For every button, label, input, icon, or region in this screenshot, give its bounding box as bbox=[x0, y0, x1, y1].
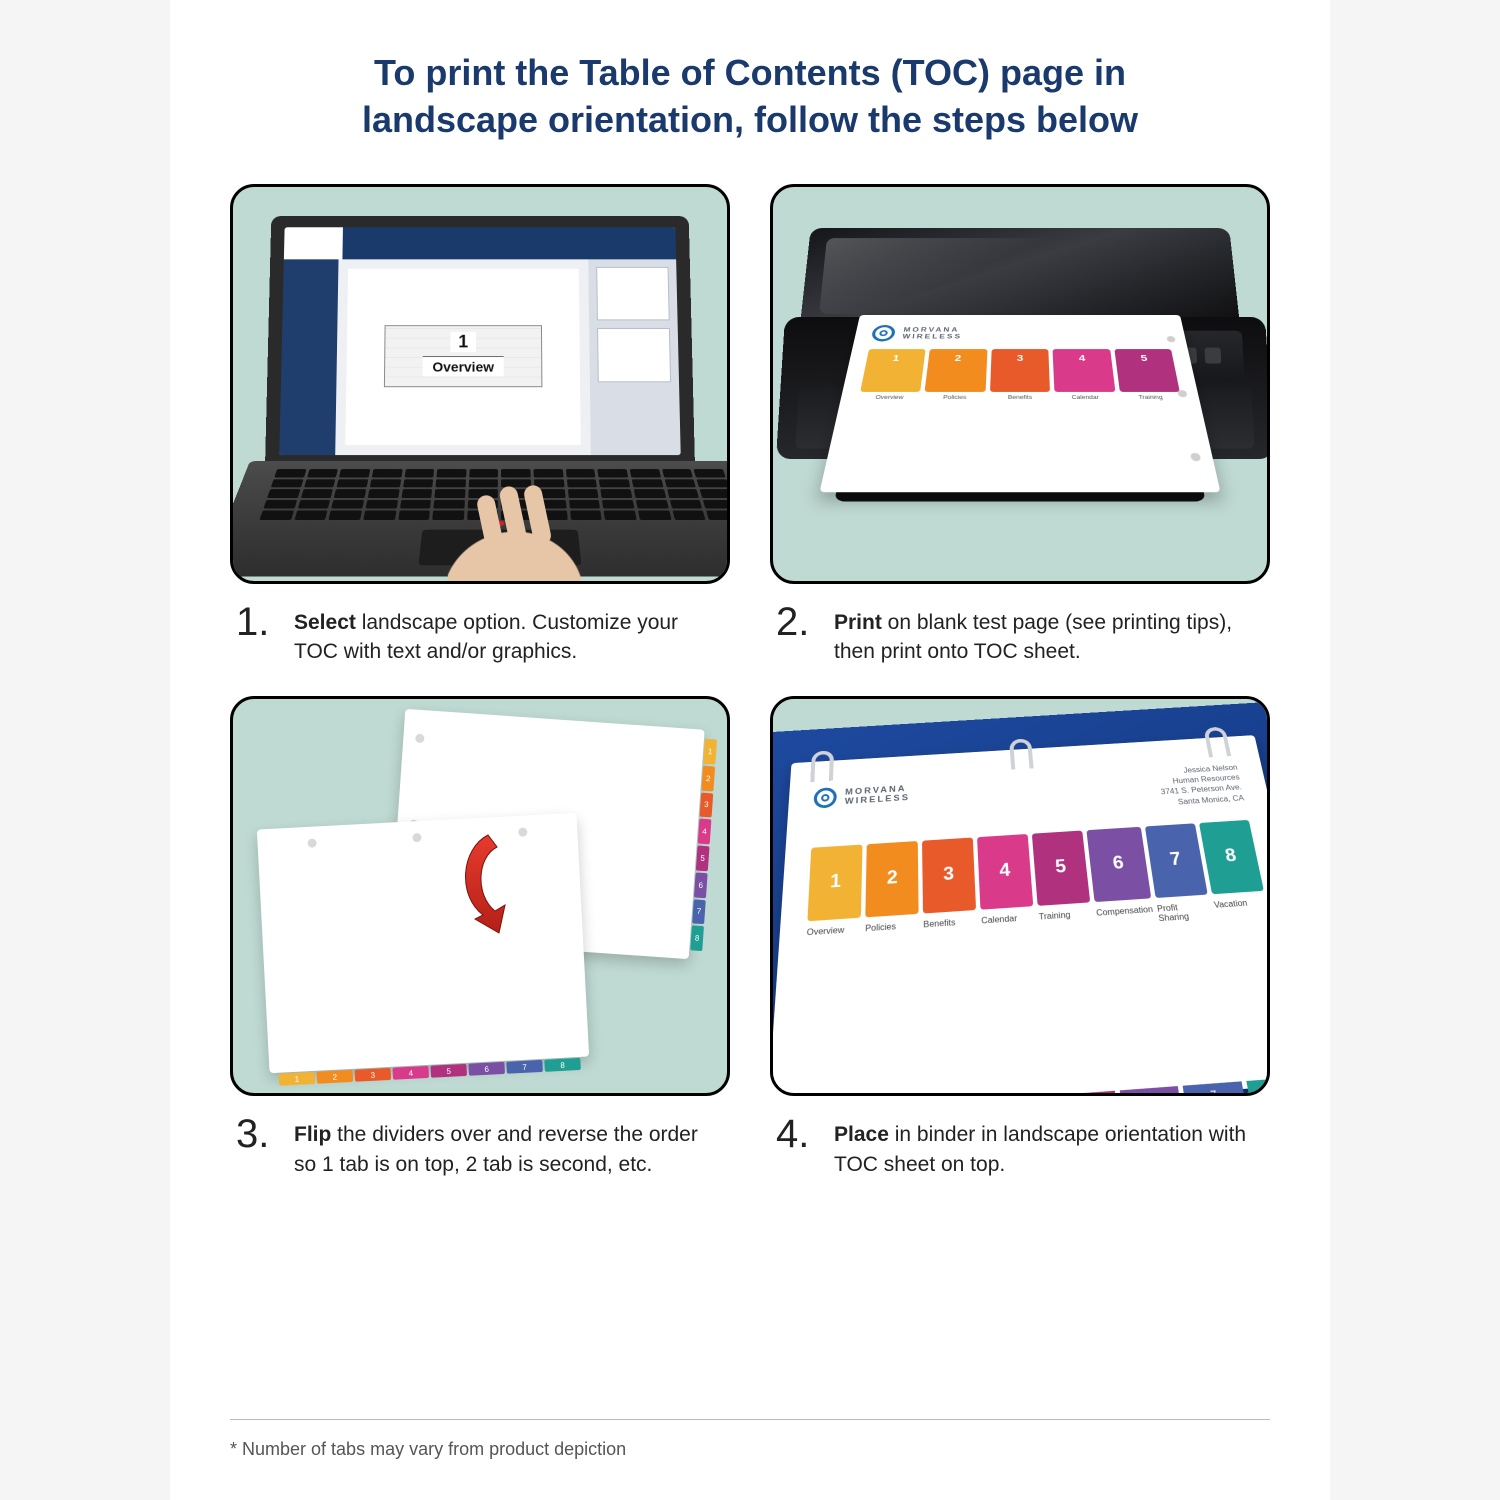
brand-logo-icon bbox=[813, 787, 837, 809]
divider-tab: 1 bbox=[279, 1072, 316, 1086]
tab-strip-bottom: 12345678 bbox=[278, 1057, 582, 1087]
toc-tab-label: Training bbox=[1120, 395, 1182, 400]
toc-column-number: 6 bbox=[1087, 827, 1151, 902]
step-3: 12345678 12345678 bbox=[230, 696, 730, 1179]
brand-name: MORVANAWIRELESS bbox=[845, 784, 910, 806]
toc-column-label: Overview bbox=[806, 924, 861, 949]
brand-logo-icon bbox=[871, 325, 897, 341]
page-title: To print the Table of Contents (TOC) pag… bbox=[230, 50, 1270, 144]
printer-illustration: MORVANAWIRELESS 12345 Overview Policies Be… bbox=[785, 215, 1255, 525]
printed-label-row: Overview Policies Benefits Calendar Training bbox=[858, 395, 1181, 400]
toc-column-number: 4 bbox=[977, 834, 1033, 910]
toc-column-number: 5 bbox=[1032, 831, 1090, 906]
toc-tab-label: Benefits bbox=[989, 395, 1050, 400]
toc-tab-label: Overview bbox=[858, 395, 920, 400]
toc-column-number: 7 bbox=[1145, 823, 1208, 898]
divider-tab: 3 bbox=[700, 793, 714, 819]
binder-tab: 8 bbox=[1246, 1077, 1270, 1096]
laptop-illustration: 1 Overview bbox=[250, 207, 710, 584]
tab-strip-right: 12345678 bbox=[689, 738, 718, 952]
toc-column: 5 Training bbox=[1032, 831, 1094, 934]
binder-toc-page: MORVANAWIRELESS Jessica NelsonHuman Reso… bbox=[770, 735, 1270, 1096]
template-text: Overview bbox=[422, 356, 503, 376]
divider-tab: 2 bbox=[317, 1070, 354, 1084]
steps-grid: 1 Overview 1. bbox=[230, 184, 1270, 1180]
binder-tab: 4 bbox=[991, 1096, 1052, 1097]
toc-column: 6 Compensation bbox=[1087, 827, 1155, 930]
divider-tab: 2 bbox=[701, 766, 715, 792]
toc-column-label: Profit Sharing bbox=[1156, 901, 1212, 926]
printed-toc-sheet: MORVANAWIRELESS 12345 Overview Policies Be… bbox=[819, 315, 1220, 492]
step-1: 1 Overview 1. bbox=[230, 184, 730, 667]
divider-tab: 5 bbox=[430, 1064, 467, 1078]
toc-column-label: Vacation bbox=[1213, 897, 1270, 922]
toc-column: 1Overview bbox=[806, 845, 863, 950]
toc-column: 3Benefits bbox=[922, 838, 977, 942]
toc-column-label: Calendar bbox=[981, 913, 1036, 938]
toc-column-number: 8 bbox=[1199, 820, 1264, 894]
step-number: 4. bbox=[776, 1114, 820, 1154]
toc-tab: 3 bbox=[990, 349, 1050, 392]
toc-column: 2 Policies bbox=[865, 841, 919, 945]
title-line-2: landscape orientation, follow the steps … bbox=[362, 99, 1138, 140]
footnote-text: Number of tabs may vary from product dep… bbox=[230, 1439, 626, 1460]
template-label-card: 1 Overview bbox=[384, 325, 543, 387]
step-caption: Flip the dividers over and reverse the o… bbox=[294, 1114, 724, 1179]
step-4-panel: MORVANAWIRELESS Jessica NelsonHuman Reso… bbox=[770, 696, 1270, 1096]
toc-column-label: Policies bbox=[865, 920, 919, 945]
toc-column-label: Benefits bbox=[923, 916, 977, 941]
step-number: 3. bbox=[236, 1114, 280, 1154]
step-1-panel: 1 Overview bbox=[230, 184, 730, 584]
binder-tab: 5 bbox=[1055, 1091, 1117, 1096]
divider-tab: 7 bbox=[506, 1060, 543, 1074]
step-caption: Print on blank test page (see printing t… bbox=[834, 602, 1264, 667]
toc-tab-label: Calendar bbox=[1055, 395, 1116, 400]
address-block: Jessica NelsonHuman Resources3741 S. Pet… bbox=[1157, 763, 1245, 808]
instruction-page: To print the Table of Contents (TOC) pag… bbox=[170, 0, 1330, 1500]
step-caption: Place in binder in landscape orientation… bbox=[834, 1114, 1264, 1179]
brand-name: MORVANAWIRELESS bbox=[902, 326, 963, 339]
binder-bottom-tabs: 12345678 bbox=[796, 1077, 1270, 1096]
toc-column: 4 Calendar bbox=[977, 834, 1035, 937]
toc-columns: 1Overview2 Policies3Benefits4 Calendar 5 Tra… bbox=[806, 820, 1270, 950]
divider-tab: 8 bbox=[690, 926, 704, 952]
step-4: MORVANAWIRELESS Jessica NelsonHuman Reso… bbox=[770, 696, 1270, 1179]
step-2: MORVANAWIRELESS 12345 Overview Policies Be… bbox=[770, 184, 1270, 667]
step-2-panel: MORVANAWIRELESS 12345 Overview Policies Be… bbox=[770, 184, 1270, 584]
binder-tab: 6 bbox=[1119, 1086, 1181, 1096]
divider-tab: 4 bbox=[392, 1066, 429, 1080]
toc-tab: 2 bbox=[925, 349, 987, 392]
divider-tab: 8 bbox=[544, 1058, 581, 1072]
binder-illustration: MORVANAWIRELESS Jessica NelsonHuman Reso… bbox=[773, 699, 1267, 1093]
toc-column-label: Compensation bbox=[1096, 905, 1156, 930]
toc-column-label: Training bbox=[1038, 909, 1093, 934]
toc-tab-label: Policies bbox=[924, 395, 985, 400]
flip-arrow-icon bbox=[453, 829, 523, 939]
step-number: 1. bbox=[236, 602, 280, 642]
printed-tab-row: 12345 bbox=[860, 349, 1180, 392]
step-3-panel: 12345678 12345678 bbox=[230, 696, 730, 1096]
divider-tab: 7 bbox=[692, 899, 706, 925]
divider-tab: 6 bbox=[468, 1062, 505, 1076]
toc-column-number: 2 bbox=[865, 841, 918, 917]
toc-column-number: 3 bbox=[922, 838, 976, 914]
divider-tab: 6 bbox=[694, 873, 708, 899]
step-number: 2. bbox=[776, 602, 820, 642]
toc-tab: 4 bbox=[1053, 349, 1115, 392]
binder-tab: 7 bbox=[1183, 1082, 1246, 1097]
divider-tab: 4 bbox=[698, 819, 712, 845]
toc-column-number: 1 bbox=[807, 845, 862, 922]
divider-tab: 3 bbox=[355, 1068, 392, 1082]
title-line-1: To print the Table of Contents (TOC) pag… bbox=[374, 52, 1126, 93]
template-number: 1 bbox=[450, 332, 476, 352]
step-caption: Select landscape option. Customize your … bbox=[294, 602, 724, 667]
footer-rule bbox=[230, 1419, 1270, 1420]
divider-tab: 1 bbox=[703, 739, 717, 765]
toc-tab: 1 bbox=[860, 349, 926, 392]
divider-tab: 5 bbox=[696, 846, 710, 872]
divider-sheet-front: 12345678 bbox=[257, 813, 589, 1073]
